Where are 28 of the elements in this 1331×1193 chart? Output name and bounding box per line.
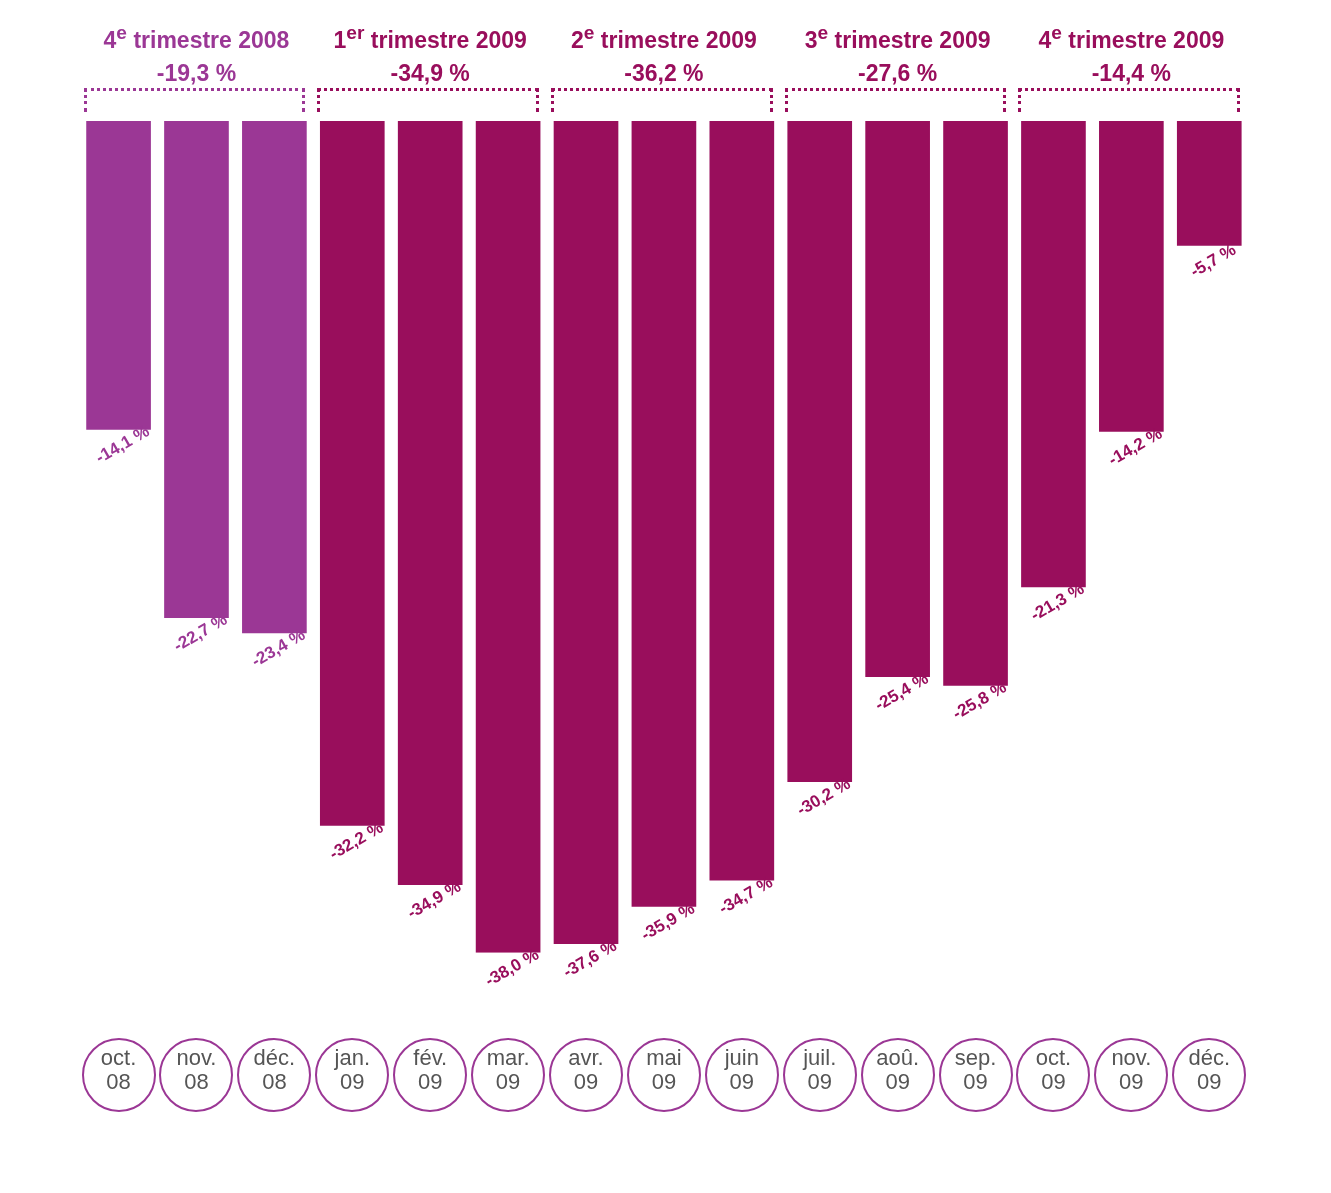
x-tick-label: nov. 08 bbox=[176, 1045, 217, 1094]
x-tick-label: déc. 08 bbox=[253, 1045, 296, 1094]
text: 1$^{er}$ trimestre 2009 -34,9 % bbox=[332, 21, 528, 88]
text: 2$^{e}$ trimestre 2009 -36,2 % bbox=[570, 21, 758, 88]
x-tick-label: nov. 09 bbox=[1111, 1045, 1152, 1094]
data-label: -30,2 % bbox=[793, 773, 854, 820]
x-tick-label: fév. 09 bbox=[413, 1045, 448, 1094]
data-label: -25,8 % bbox=[949, 677, 1010, 724]
x-tick-label: juin 09 bbox=[723, 1045, 759, 1094]
x-tick-label: avr. 09 bbox=[568, 1045, 604, 1094]
x-tick-label: sep. 09 bbox=[954, 1045, 997, 1094]
data-label: -14,1 % bbox=[92, 421, 153, 468]
data-label: -35,9 % bbox=[637, 898, 698, 945]
x-tick-label: oct. 08 bbox=[100, 1045, 137, 1094]
x-tick-label: mai 09 bbox=[646, 1045, 682, 1094]
x-tick-label: oct. 09 bbox=[1035, 1045, 1072, 1094]
text: 4$^{e}$ trimestre 2009 -14,4 % bbox=[1037, 21, 1226, 88]
x-tick-label: juil. 09 bbox=[802, 1045, 837, 1094]
data-label: -37,6 % bbox=[559, 935, 620, 982]
text: 4$^{e}$ trimestre 2008 -19,3 % bbox=[102, 21, 291, 88]
data-label: -34,7 % bbox=[715, 872, 776, 919]
x-tick-label: aoû. 09 bbox=[876, 1045, 920, 1094]
text: 3$^{e}$ trimestre 2009 -27,6 % bbox=[803, 21, 992, 88]
data-label: -25,4 % bbox=[871, 668, 932, 715]
data-label: -5,7 % bbox=[1187, 239, 1240, 281]
x-tick-label: jan. 09 bbox=[333, 1045, 371, 1094]
x-tick-label: mar. 09 bbox=[486, 1045, 530, 1094]
x-tick-label: déc. 09 bbox=[1188, 1045, 1231, 1094]
